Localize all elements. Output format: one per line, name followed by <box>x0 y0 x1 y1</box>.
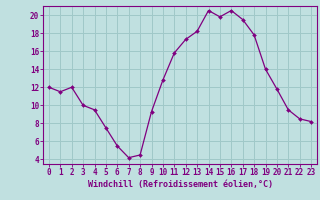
X-axis label: Windchill (Refroidissement éolien,°C): Windchill (Refroidissement éolien,°C) <box>87 180 273 189</box>
